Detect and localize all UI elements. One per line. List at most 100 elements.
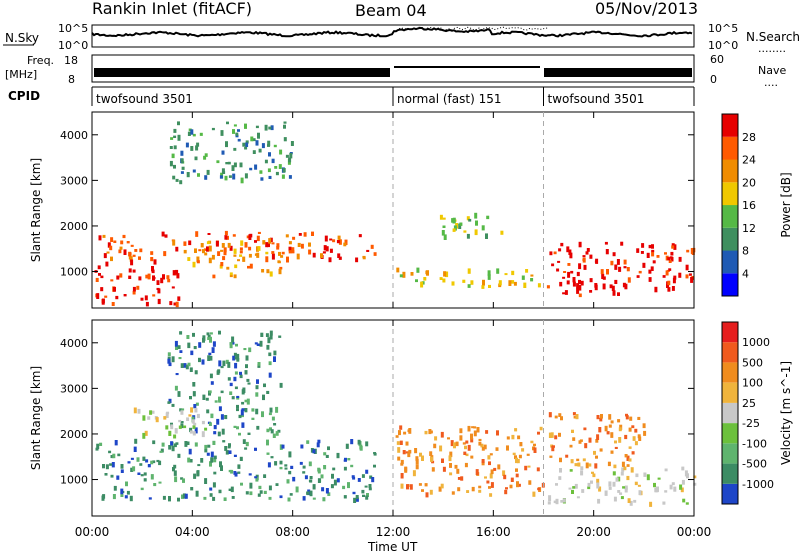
heatmap-cell — [405, 451, 409, 454]
heatmap-cell — [234, 386, 238, 390]
heatmap-cell — [289, 493, 293, 496]
heatmap-cell — [171, 403, 175, 407]
heatmap-cell — [366, 493, 369, 497]
heatmap-cell — [347, 458, 351, 461]
heatmap-cell — [180, 421, 184, 424]
heatmap-cell — [240, 177, 244, 184]
heatmap-cell — [118, 249, 122, 254]
heatmap-cell — [252, 150, 256, 154]
heatmap-cell — [355, 495, 359, 499]
y-tick-label: 1000 — [60, 474, 88, 487]
heatmap-cell — [481, 459, 485, 463]
heatmap-cell — [162, 495, 166, 500]
heatmap-cell — [643, 430, 647, 436]
heatmap-cell — [210, 413, 214, 419]
heatmap-cell — [130, 259, 134, 266]
heatmap-cell — [177, 121, 180, 126]
heatmap-cell — [398, 430, 401, 436]
heatmap-cell — [325, 454, 329, 458]
heatmap-cell — [419, 452, 422, 457]
heatmap-cell — [140, 487, 144, 491]
heatmap-cell — [400, 473, 404, 479]
heatmap-cell — [269, 427, 272, 431]
heatmap-cell — [134, 249, 138, 252]
heatmap-cell — [239, 374, 243, 379]
heatmap-cell — [211, 127, 215, 131]
heatmap-cell — [361, 474, 365, 478]
heatmap-cell — [685, 502, 689, 505]
heatmap-cell — [560, 416, 563, 421]
heatmap-cell — [113, 240, 117, 243]
heatmap-cell — [606, 269, 609, 275]
heatmap-cell — [209, 487, 213, 491]
heatmap-cell — [521, 448, 525, 452]
heatmap-cell — [204, 252, 208, 256]
heatmap-cell — [130, 457, 134, 460]
heatmap-cell — [109, 245, 113, 251]
heatmap-cell — [510, 477, 514, 482]
heatmap-cell — [567, 271, 571, 278]
heatmap-cell — [220, 414, 224, 420]
heatmap-cell — [527, 465, 531, 468]
heatmap-cell — [268, 412, 272, 416]
heatmap-cell — [485, 430, 489, 434]
heatmap-cell — [624, 454, 628, 458]
heatmap-cell — [98, 273, 101, 276]
heatmap-cell — [265, 242, 269, 248]
heatmap-cell — [459, 428, 463, 434]
x-tick-label: 00:00 — [75, 525, 110, 539]
heatmap-cell — [577, 462, 581, 467]
heatmap-cell — [460, 476, 464, 481]
heatmap-cell — [369, 475, 373, 479]
heatmap-cell — [490, 469, 494, 475]
heatmap-cell — [651, 244, 654, 249]
heatmap-cell — [266, 439, 269, 446]
heatmap-cell — [454, 464, 458, 469]
colorbar-tick-label: -100 — [742, 437, 767, 450]
heatmap-cell — [108, 450, 112, 454]
colorbar-swatch — [722, 136, 738, 160]
cpid-label: CPID — [8, 89, 40, 103]
heatmap-cell — [478, 485, 482, 489]
heatmap-cell — [179, 331, 183, 335]
heatmap-cell — [241, 401, 245, 405]
heatmap-cell — [112, 453, 116, 459]
heatmap-cell — [239, 162, 243, 168]
heatmap-cell — [161, 231, 165, 237]
heatmap-cell — [626, 475, 630, 481]
heatmap-cell — [453, 442, 456, 449]
heatmap-cell — [192, 133, 196, 137]
heatmap-cell — [415, 456, 419, 461]
heatmap-cell — [257, 132, 260, 139]
heatmap-cell — [119, 246, 123, 250]
heatmap-cell — [212, 440, 216, 445]
colorbar-swatch — [722, 322, 738, 343]
heatmap-cell — [243, 348, 247, 351]
heatmap-cell — [621, 461, 625, 467]
heatmap-cell — [439, 277, 443, 280]
heatmap-cell — [573, 415, 577, 419]
heatmap-cell — [425, 270, 429, 275]
heatmap-cell — [312, 252, 316, 258]
heatmap-cell — [207, 334, 211, 339]
heatmap-cell — [648, 244, 652, 249]
heatmap-cell — [611, 285, 615, 291]
heatmap-cell — [245, 441, 249, 447]
heatmap-cell — [142, 456, 146, 461]
heatmap-cell — [233, 274, 237, 279]
heatmap-cell — [623, 266, 627, 269]
freq-band-3 — [544, 68, 692, 77]
heatmap-cell — [571, 489, 574, 494]
heatmap-cell — [227, 161, 231, 165]
heatmap-cell — [168, 445, 172, 450]
heatmap-cell — [151, 266, 154, 272]
heatmap-cell — [306, 491, 310, 495]
heatmap-cell — [262, 394, 265, 401]
heatmap-cell — [259, 340, 263, 347]
heatmap-cell — [206, 452, 210, 456]
heatmap-cell — [617, 476, 621, 482]
heatmap-cell — [511, 434, 515, 440]
heatmap-cell — [165, 425, 169, 430]
heatmap-cell — [173, 443, 177, 448]
heatmap-cell — [357, 439, 361, 445]
